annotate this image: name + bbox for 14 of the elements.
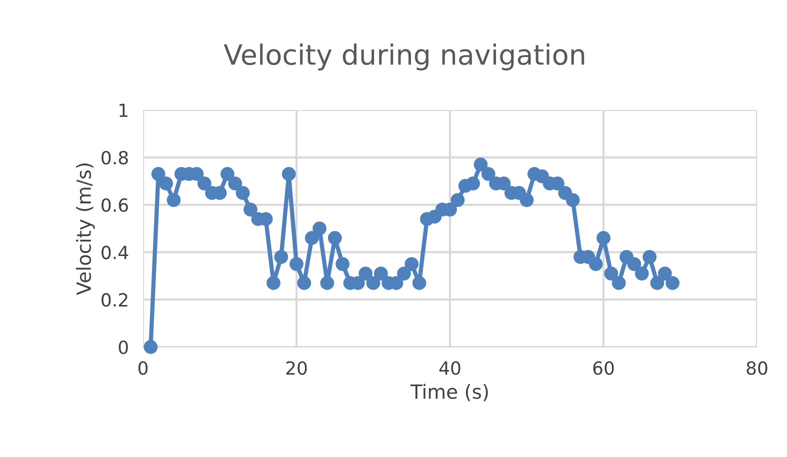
x-tick-label: 40 [439, 361, 460, 375]
y-tick-label: 0 [118, 340, 128, 354]
x-tick-label: 0 [138, 361, 148, 375]
y-tick-label: 0.2 [102, 293, 128, 307]
y-tick-label: 0.8 [102, 150, 128, 165]
y-axis-title: Velocity (m/s) [76, 164, 95, 295]
y-tick-label: 0.6 [102, 198, 128, 212]
x-tick-label: 80 [746, 361, 768, 375]
x-axis-title: Time (s) [410, 384, 488, 402]
y-tick-label: 0.4 [102, 246, 128, 260]
chart-title: Velocity during navigation [224, 44, 584, 70]
x-tick-label: 60 [593, 361, 614, 375]
y-tick-label: 1 [120, 104, 128, 117]
x-tick-label: 20 [286, 361, 307, 375]
